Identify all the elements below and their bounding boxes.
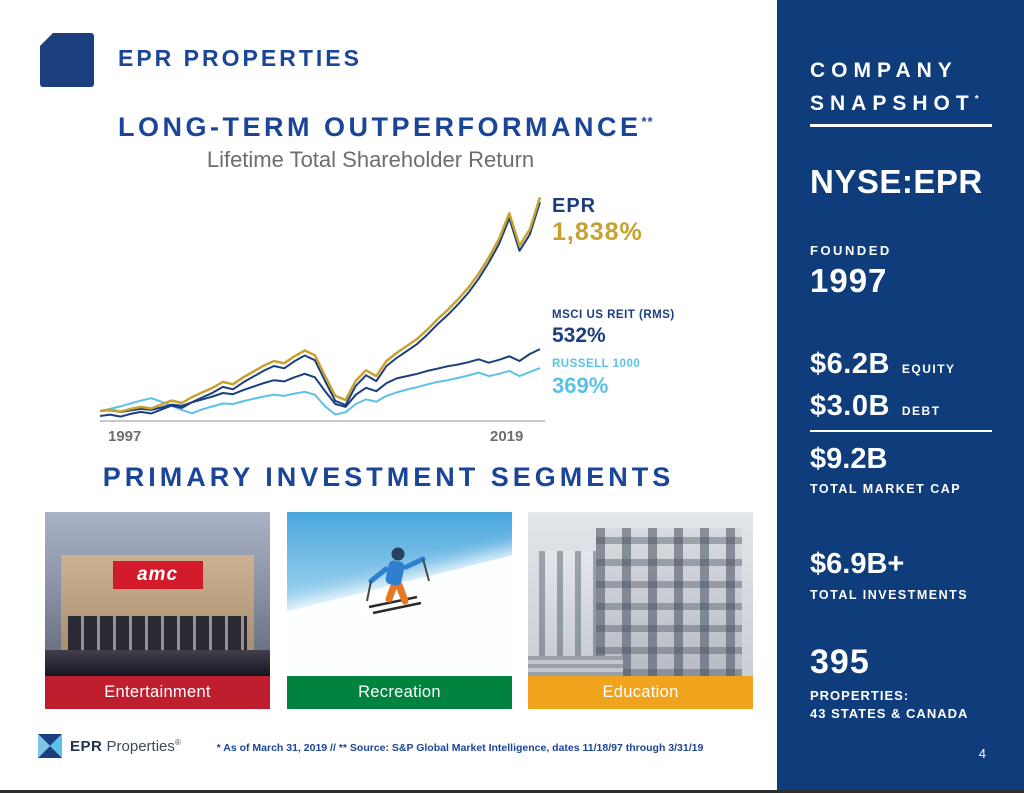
- registered-mark: ®: [174, 737, 181, 747]
- equity-value: $6.2B: [810, 348, 890, 380]
- sidebar-title: COMPANY SNAPSHOT*: [810, 56, 979, 118]
- epr-properties-logo: EPR Properties®: [38, 734, 181, 758]
- founded-value: 1997: [810, 262, 888, 299]
- education-photo: [528, 512, 753, 676]
- equity-row: $6.2B EQUITY: [810, 348, 956, 381]
- properties-label: PROPERTIES:: [810, 688, 910, 703]
- chart-title-text: LONG-TERM OUTPERFORMANCE: [118, 112, 642, 142]
- sidebar-divider-sum: [810, 430, 992, 432]
- recreation-photo: [287, 512, 512, 676]
- segments-title: PRIMARY INVESTMENT SEGMENTS: [102, 462, 675, 492]
- properties-geography-label: 43 STATES & CANADA: [810, 706, 969, 721]
- skier-icon: [361, 547, 431, 616]
- founded-label: FOUNDED: [810, 243, 892, 258]
- sidebar-title-line2: SNAPSHOT: [810, 92, 975, 115]
- epr-logo-text-bold: EPR: [70, 737, 103, 755]
- school-steps-graphic: [528, 656, 623, 676]
- line-chart: [99, 196, 545, 422]
- theatre-building-graphic: amc: [60, 554, 255, 650]
- ticker: NYSE:EPR: [810, 163, 983, 200]
- legend-russell-name: RUSSELL 1000: [552, 358, 641, 370]
- total-shareholder-return-chart: [99, 190, 545, 430]
- x-axis-end-label: 2019: [490, 428, 524, 445]
- amc-sign: amc: [112, 560, 203, 589]
- market-cap-label: TOTAL MARKET CAP: [810, 482, 962, 496]
- school-wing-graphic: [539, 551, 600, 676]
- total-investments-value: $6.9B+: [810, 548, 905, 580]
- sidebar-divider-top: [810, 124, 992, 127]
- segment-card-education: Education: [528, 512, 753, 709]
- school-building-graphic: [595, 528, 742, 676]
- sidebar-title-line1: COMPANY: [810, 59, 958, 82]
- segment-label-recreation: Recreation: [287, 676, 512, 709]
- debt-value: $3.0B: [810, 390, 890, 422]
- legend-msci-value: 532%: [552, 324, 606, 347]
- legend-msci-name: MSCI US REIT (RMS): [552, 309, 675, 321]
- total-investments-label: TOTAL INVESTMENTS: [810, 588, 969, 602]
- chart-subtitle: Lifetime Total Shareholder Return: [206, 147, 535, 172]
- plaza-ground-graphic: [45, 649, 270, 676]
- epr-logo-text: EPR Properties®: [70, 738, 181, 755]
- properties-count: 395: [810, 643, 870, 681]
- legend-russell-value: 369%: [552, 373, 609, 398]
- segment-card-recreation: Recreation: [287, 512, 512, 709]
- equity-label: EQUITY: [901, 362, 956, 376]
- debt-row: $3.0B DEBT: [810, 390, 941, 423]
- epr-logo-text-light: Properties: [106, 737, 175, 755]
- debt-label: DEBT: [901, 404, 941, 418]
- theatre-windows-graphic: [68, 615, 247, 650]
- brand-title: EPR PROPERTIES: [118, 45, 362, 71]
- chart-title-footnote-marker: **: [641, 114, 654, 129]
- legend-epr-name: EPR: [552, 195, 597, 217]
- chart-title: LONG-TERM OUTPERFORMANCE**: [118, 112, 654, 143]
- x-axis-start-label: 1997: [108, 428, 142, 445]
- legend-epr-value: 1,838%: [552, 218, 643, 246]
- epr-logo-square-icon: [40, 33, 94, 87]
- epr-logo-mark-icon: [38, 734, 62, 758]
- company-snapshot-sidebar: COMPANY SNAPSHOT* NYSE:EPR FOUNDED 1997 …: [777, 0, 1024, 790]
- main-content: EPR PROPERTIES LONG-TERM OUTPERFORMANCE*…: [38, 33, 753, 758]
- segment-label-entertainment: Entertainment: [45, 676, 270, 709]
- segment-label-education: Education: [528, 676, 753, 709]
- market-cap-value: $9.2B: [810, 443, 888, 475]
- entertainment-photo: amc: [45, 512, 270, 676]
- footnote: * As of March 31, 2019 // ** Source: S&P…: [216, 742, 704, 754]
- sidebar-title-footnote-marker: *: [974, 94, 979, 105]
- amc-sign-text: amc: [136, 563, 179, 585]
- segment-card-entertainment: amc Entertainment: [45, 512, 270, 709]
- page-number: 4: [978, 746, 986, 761]
